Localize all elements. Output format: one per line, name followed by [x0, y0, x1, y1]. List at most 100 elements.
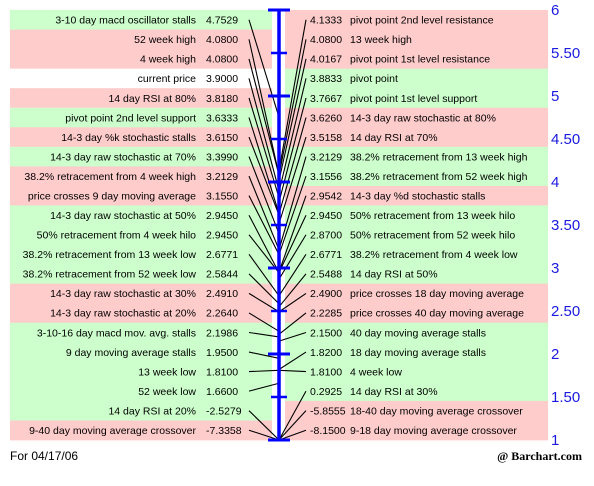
left-connector [248, 382, 280, 392]
left-row-value: 1.8100 [206, 366, 238, 378]
right-row-label: 14 day RSI at 70% [350, 132, 438, 144]
left-connector [248, 78, 280, 191]
right-row-value: 1.8100 [310, 366, 342, 378]
price-axis [268, 8, 290, 442]
left-row-label: 14-3 day raw stochastic at 30% [50, 288, 196, 300]
right-row-value: 4.1333 [310, 15, 342, 27]
left-connector [248, 58, 280, 176]
right-row-value: -8.1500 [310, 425, 346, 437]
right-row-value: 3.8833 [310, 73, 342, 85]
axis-tick-label: 5.50 [551, 45, 580, 62]
left-row-band [10, 166, 272, 187]
right-connector [278, 97, 307, 203]
right-row-value: 3.6260 [310, 112, 342, 124]
left-row-label: pivot point 2nd level support [65, 112, 196, 124]
left-row-value: -7.3358 [206, 425, 242, 437]
left-row-band [10, 303, 272, 324]
left-row-band [10, 224, 272, 245]
right-row-band [285, 244, 548, 265]
axis-tick-labels: 6 5.50 5 4.50 4 3.50 3 2.50 2 1.50 1 [551, 2, 580, 449]
right-row-label: pivot point 2nd level resistance [350, 15, 494, 27]
footer-source: @ Barchart.com [497, 449, 582, 463]
right-row-band [285, 303, 548, 324]
left-row-band [10, 127, 272, 148]
left-row-label: 14-3 day raw stochastic at 20% [50, 308, 196, 320]
left-row-value: 2.4910 [206, 288, 238, 300]
right-row-value: 2.9450 [310, 210, 342, 222]
left-connector [248, 156, 280, 234]
left-row-label: 13 week low [138, 366, 196, 378]
left-connector [248, 175, 280, 250]
right-row-band [285, 224, 548, 245]
right-row-band [285, 127, 548, 148]
left-row-band [10, 10, 272, 30]
right-connector [278, 312, 307, 335]
right-connector [278, 117, 307, 215]
right-row-value: 3.7667 [310, 93, 342, 105]
right-connector [278, 234, 307, 280]
right-row-value: 2.1500 [310, 327, 342, 339]
connector-lines [248, 19, 307, 441]
right-row-band [285, 49, 548, 70]
left-connector [248, 195, 280, 255]
right-row-value: 4.0800 [310, 34, 342, 46]
left-row-value: 2.9450 [206, 230, 238, 242]
left-connector [248, 369, 280, 373]
axis-tick-label: 4 [551, 174, 559, 191]
right-row-band [285, 205, 548, 226]
left-connector [248, 214, 280, 273]
left-row-band [10, 244, 272, 265]
right-connector [278, 78, 307, 193]
left-row-value: 4.0800 [206, 34, 238, 46]
right-row-value: 2.8700 [310, 230, 342, 242]
left-row-band [10, 264, 272, 285]
right-connector [278, 39, 307, 176]
row-bands [10, 10, 548, 441]
right-connector [278, 58, 307, 181]
right-row-value: 0.2925 [310, 386, 342, 398]
left-row-label: 3-10-16 day macd mov. avg. stalls [37, 327, 196, 339]
left-connector [248, 331, 280, 338]
left-row-band [10, 88, 272, 109]
right-row-label: 14 day RSI at 50% [350, 269, 438, 281]
right-row-label: 13 week high [350, 34, 412, 46]
left-row-label: 14 day RSI at 20% [108, 405, 196, 417]
row-labels: 3-10 day macd oscillator stalls 4.7529 52 … [23, 15, 528, 437]
right-row-value: 3.1556 [310, 171, 342, 183]
right-row-band [285, 264, 548, 285]
left-connector [248, 273, 280, 305]
left-row-label: 9 day moving average stalls [66, 347, 196, 359]
right-row-value: 2.2285 [310, 308, 342, 320]
right-connector [278, 254, 307, 297]
left-row-value: 3.1550 [206, 190, 238, 202]
left-row-band [10, 185, 272, 206]
left-row-band [10, 205, 272, 226]
axis-tick-label: 4.50 [551, 131, 580, 148]
right-row-value: 4.0167 [310, 54, 342, 66]
left-row-label: 52 week high [134, 34, 196, 46]
right-row-label: price crosses 40 day moving average [350, 308, 524, 320]
right-connector [278, 156, 307, 250]
left-row-label: 14 day RSI at 80% [108, 93, 196, 105]
right-row-band [285, 420, 548, 441]
right-row-label: 18-40 day moving average crossover [350, 405, 523, 417]
right-row-label: 38.2% retracement from 13 week high [350, 151, 528, 163]
left-row-label: 52 week low [138, 386, 196, 398]
right-connector [278, 390, 307, 441]
right-row-value: 3.5158 [310, 132, 342, 144]
right-row-label: price crosses 18 day moving average [350, 288, 524, 300]
left-row-label: 38.2% retracement from 52 week low [23, 269, 197, 281]
left-row-band [10, 381, 272, 402]
axis-tick-label: 1.50 [551, 389, 580, 406]
right-row-label: pivot point [350, 73, 398, 85]
right-row-label: 50% retracement from 13 week hilo [350, 210, 515, 222]
left-row-label: 50% retracement from 4 week hilo [37, 230, 196, 242]
right-row-band [285, 342, 548, 363]
left-connector [248, 117, 280, 214]
left-row-value: 3.6333 [206, 112, 238, 124]
axis-tick-label: 5 [551, 88, 559, 105]
left-row-label: 38.2% retracement from 4 week high [24, 171, 196, 183]
left-row-label: price crosses 9 day moving average [28, 190, 196, 202]
left-connector [248, 136, 280, 216]
